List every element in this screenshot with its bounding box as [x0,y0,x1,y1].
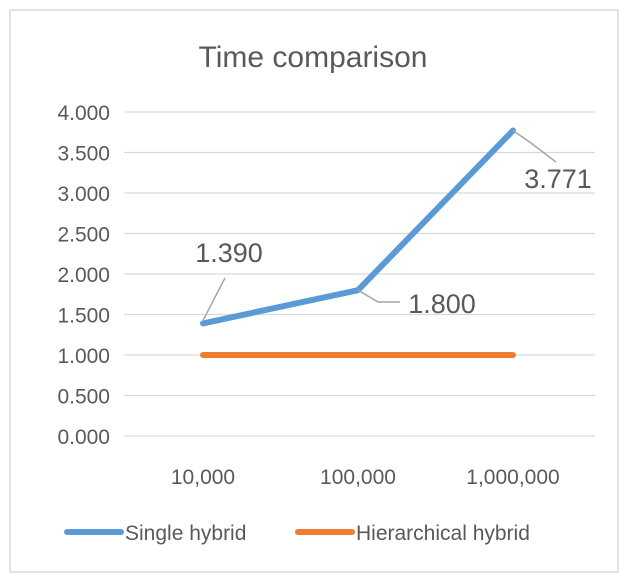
y-axis-tick-labels: 0.000 0.500 1.000 1.500 2.000 2.500 3.000 3.500… [57,102,110,449]
data-label: 3.771 [524,164,592,194]
y-tick-label: 0.500 [57,386,110,409]
legend: Single hybrid Hierarchical hybrid [64,522,530,545]
x-tick-label: 100,000 [320,466,396,489]
data-label-leader-line [512,129,557,163]
y-tick-label: 0.000 [57,426,110,449]
data-label: 1.800 [408,289,476,319]
y-tick-label: 1.500 [57,305,110,328]
y-tick-label: 1.000 [57,345,110,368]
x-tick-label: 1,000,000 [466,466,559,489]
gridlines [124,111,595,437]
data-label: 1.390 [195,238,263,268]
data-label-leader-line [202,277,226,321]
x-axis-tick-labels: 10,000 100,000 1,000,000 [171,466,560,489]
y-tick-label: 4.000 [57,102,110,125]
chart-border [9,9,619,573]
data-label-leader-line [357,289,400,303]
y-tick-label: 3.500 [57,143,110,166]
y-tick-label: 2.000 [57,264,110,287]
data-labels: 1.390 1.800 3.771 [195,129,592,321]
chart-title: Time comparison [199,41,428,74]
y-tick-label: 2.500 [57,224,110,247]
legend-label: Single hybrid [125,522,246,545]
legend-label: Hierarchical hybrid [356,522,530,545]
y-tick-label: 3.000 [57,183,110,206]
x-tick-label: 10,000 [171,466,235,489]
